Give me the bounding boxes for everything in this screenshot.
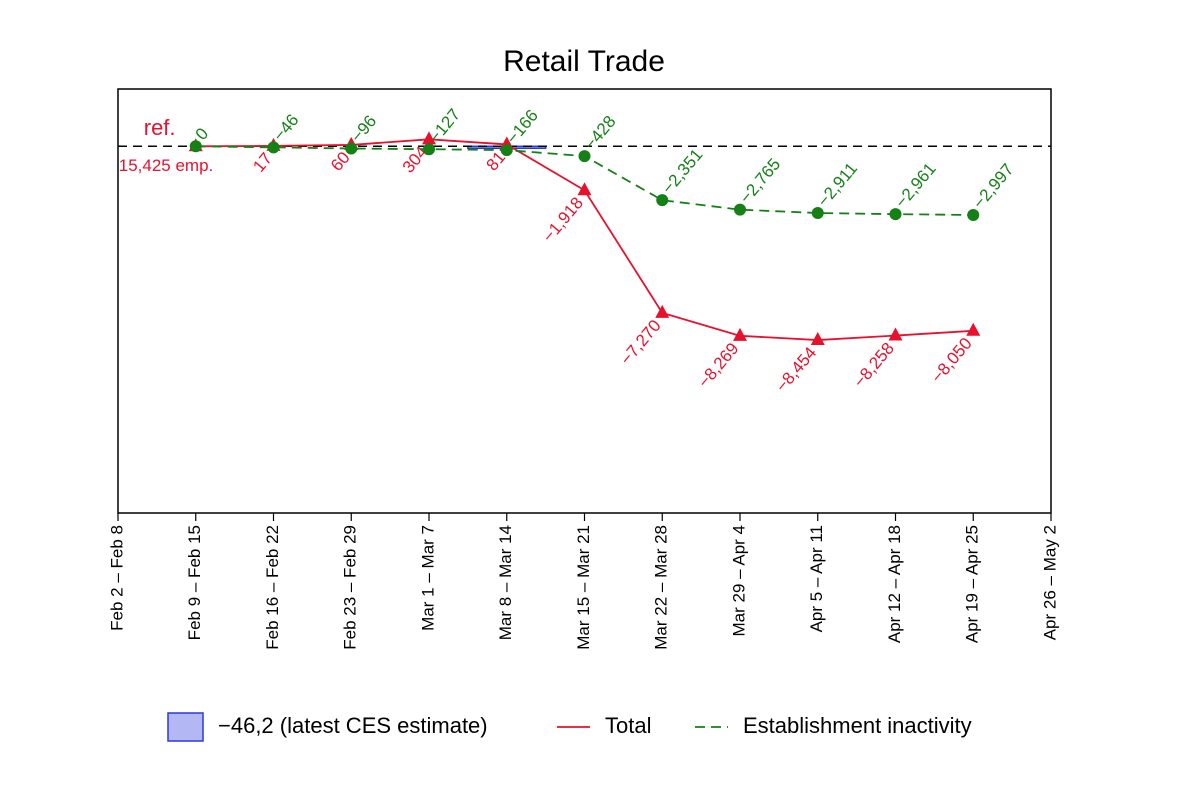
data-label: −8,269 [694,339,742,391]
x-tick-label: Mar 15 – Mar 21 [574,525,593,650]
data-label: −2,911 [814,159,861,210]
legend-label: −46,2 (latest CES estimate) [218,713,488,738]
marker [423,143,435,156]
marker [656,194,669,207]
marker [810,332,825,346]
x-tick-label: Mar 29 – Apr 4 [729,525,748,637]
data-label: −8,050 [927,334,975,386]
marker [267,141,280,154]
marker [734,203,746,216]
marker [966,322,981,336]
data-label: −166 [503,106,542,148]
x-tick-label: Feb 16 – Feb 22 [263,525,282,650]
chart-title: Retail Trade [503,45,665,78]
x-tick-label: Mar 1 – Mar 7 [418,525,437,631]
x-tick-label: Mar 8 – Mar 14 [496,525,515,640]
legend-label: Total [605,713,651,738]
data-label: −8,258 [850,339,898,391]
data-label: −2,961 [891,159,939,211]
legend-swatch [167,712,204,742]
marker [578,150,591,163]
marker [967,208,980,221]
data-label: −8,454 [772,343,820,395]
legend-label: Establishment inactivity [743,713,972,738]
x-tick-label: Apr 19 – Apr 25 [963,525,982,643]
marker [889,208,902,221]
marker [189,140,202,153]
x-tick-label: Apr 5 – Apr 11 [807,525,826,632]
marker [655,304,670,318]
x-tick-label: Mar 22 – Mar 28 [652,525,671,650]
reference-label: ref. [144,115,176,140]
x-tick-label: Feb 9 – Feb 15 [185,525,204,640]
x-tick-label: Feb 23 – Feb 29 [341,525,360,650]
marker [422,131,436,145]
data-label: −2,351 [658,145,706,197]
marker [345,142,358,155]
data-label: −7,270 [616,316,664,368]
data-label: −2,997 [969,160,1017,212]
reference-note: 15,425 emp. [119,156,214,175]
data-label: −428 [580,112,619,154]
marker [500,144,513,157]
data-label: −1,918 [539,193,587,245]
marker [811,207,824,220]
marker [733,327,747,341]
marker [577,182,592,196]
marker [888,327,903,341]
x-tick-label: Apr 12 – Apr 18 [885,525,904,643]
x-tick-label: Feb 2 – Feb 8 [107,525,126,631]
data-label: −2,765 [736,155,784,207]
x-tick-label: Apr 26 – May 2 [1040,525,1059,640]
